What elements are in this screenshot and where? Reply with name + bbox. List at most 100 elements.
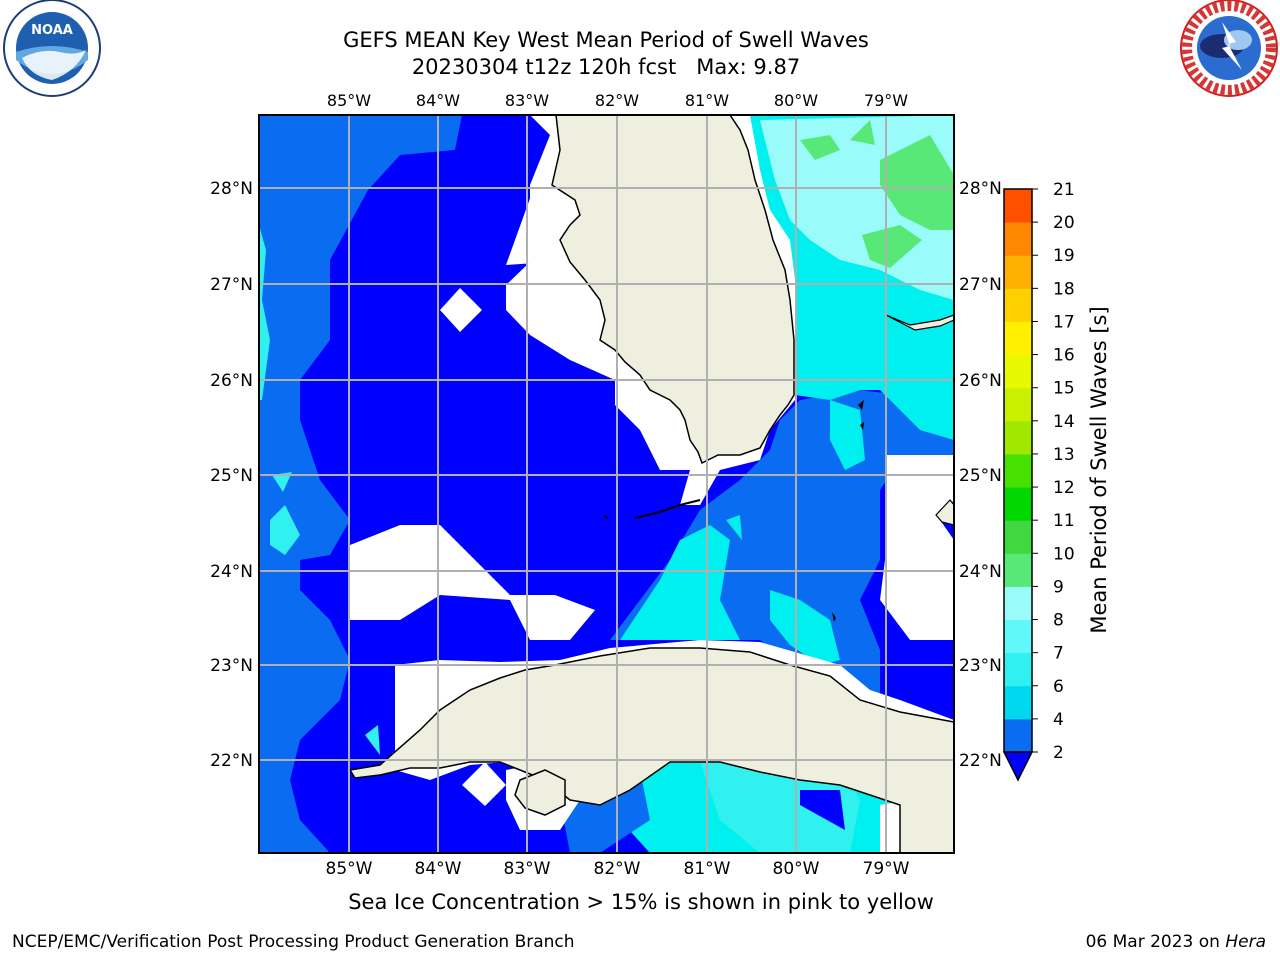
lat-tick-24-right: 24°N xyxy=(959,562,1002,582)
lat-tick-26-left: 26°N xyxy=(210,371,253,391)
colorbar-segment xyxy=(1004,453,1032,488)
lat-tick-27-right: 27°N xyxy=(959,275,1002,295)
swell-band-6-7-west xyxy=(259,225,270,400)
colorbar-segment xyxy=(1004,222,1032,256)
cuba-land xyxy=(348,647,954,853)
lon-labels-bottom: 85°W 84°W 83°W 82°W 81°W 80°W 79°W xyxy=(326,859,910,879)
colorbar-extend-arrow xyxy=(1002,751,1034,782)
map-title: GEFS MEAN Key West Mean Period of Swell … xyxy=(343,28,869,52)
lat-tick-26-right: 26°N xyxy=(959,371,1002,391)
swell-patch-keys xyxy=(726,515,742,540)
swell-patch-sw xyxy=(365,725,380,755)
colorbar-segment xyxy=(1004,553,1032,587)
colorbar-segment xyxy=(1004,354,1032,389)
lat-tick-24-left: 24°N xyxy=(210,562,253,582)
footer-branch: NCEP/EMC/Verification Post Processing Pr… xyxy=(12,932,575,952)
florida-keys xyxy=(603,499,701,519)
lat-tick-25-right: 25°N xyxy=(959,466,1002,486)
swell-band-2-4-west xyxy=(259,115,462,853)
swell-band-9-10-mid xyxy=(862,225,922,268)
colorbar-tick-label: 2 xyxy=(1053,743,1064,763)
colorbar-tick-label: 12 xyxy=(1053,478,1075,498)
lon-tick-83-top: 83°W xyxy=(505,91,549,110)
swell-band-4-6-florida-east xyxy=(830,400,865,470)
colorbar-outline xyxy=(1003,188,1033,753)
mask-diamond xyxy=(440,288,482,332)
south-deep-patch xyxy=(800,790,845,830)
lon-tick-80-bottom: 80°W xyxy=(773,859,820,879)
lat-labels-right: 28°N 27°N 26°N 25°N 24°N 23°N 22°N xyxy=(959,179,1002,771)
colorbar-segment xyxy=(1004,619,1032,654)
colorbar-tick-label: 10 xyxy=(1053,544,1075,564)
lon-tick-82-bottom: 82°W xyxy=(594,859,641,879)
colorbar-segment xyxy=(1004,387,1032,422)
footer-date-text: 06 Mar 2023 on xyxy=(1085,932,1220,952)
max-label: Max: 9.87 xyxy=(696,55,801,79)
lat-tick-28-left: 28°N xyxy=(210,179,253,199)
colorbar: 2 4 6 7 8 9 10 11 12 13 14 15 16 17 18 19 20 21 xyxy=(1002,180,1075,782)
andros-land xyxy=(935,499,954,526)
gridlines xyxy=(259,115,954,853)
lon-tick-81-bottom: 81°W xyxy=(684,859,731,879)
sea-ice-note: Sea Ice Concentration > 15% is shown in … xyxy=(348,890,934,914)
colorbar-tick-label: 4 xyxy=(1053,710,1064,730)
colorbar-segment xyxy=(1004,685,1032,720)
colorbar-tick-label: 15 xyxy=(1053,379,1075,399)
lon-tick-85-bottom: 85°W xyxy=(326,859,373,879)
run-label: 20230304 t12z 120h fcst xyxy=(411,55,677,79)
map-subtitle: 20230304 t12z 120h fcst Max: 9.87 xyxy=(256,54,956,80)
colorbar-tick-label: 9 xyxy=(1053,577,1064,597)
lon-tick-81-top: 81°W xyxy=(685,91,729,110)
swell-band-4-6-straits xyxy=(620,525,740,640)
colorbar-tick-label: 19 xyxy=(1053,246,1075,266)
colorbar-tick-label: 20 xyxy=(1053,213,1075,233)
colorbar-tick-label: 16 xyxy=(1053,346,1075,366)
colorbar-tick-label: 11 xyxy=(1053,511,1075,531)
colorbar-tick-label: 8 xyxy=(1053,611,1064,631)
lon-tick-84-top: 84°W xyxy=(416,91,460,110)
lat-labels-left: 28°N 27°N 26°N 25°N 24°N 23°N 22°N xyxy=(210,179,253,771)
swell-band-6-7-south xyxy=(700,762,860,853)
nws-logo xyxy=(1180,0,1278,97)
colorbar-label: Mean Period of Swell Waves [s] xyxy=(1087,306,1111,633)
colorbar-tick-label: 6 xyxy=(1053,677,1064,697)
footer-host: Hera xyxy=(1225,932,1266,952)
colorbar-tick-label: 18 xyxy=(1053,279,1075,299)
map-frame xyxy=(258,114,955,854)
swell-band-4-6-straits-2 xyxy=(770,590,840,665)
noaa-logo-text: NOAA xyxy=(31,23,73,38)
lat-tick-27-left: 27°N xyxy=(210,275,253,295)
lon-tick-80-top: 80°W xyxy=(774,91,818,110)
colorbar-tick-label: 13 xyxy=(1053,445,1075,465)
mask-gulf-south xyxy=(350,525,595,640)
colorbar-segment xyxy=(1004,586,1032,621)
lat-tick-23-right: 23°N xyxy=(959,656,1002,676)
lon-tick-79-top: 79°W xyxy=(864,91,908,110)
lat-tick-28-right: 28°N xyxy=(959,179,1002,199)
lon-tick-84-bottom: 84°W xyxy=(415,859,462,879)
footer-date: 06 Mar 2023 on Hera xyxy=(1086,932,1266,952)
lon-labels-top: 85°W 84°W 83°W 82°W 81°W 80°W 79°W xyxy=(327,91,908,110)
grand-bahama-land xyxy=(885,314,954,331)
colorbar-segment xyxy=(1004,520,1032,554)
swell-patch-west xyxy=(270,505,300,555)
colorbar-segment xyxy=(1004,652,1032,687)
colorbar-tick-label: 17 xyxy=(1053,312,1075,332)
colorbar-segment xyxy=(1004,487,1032,521)
colorbar-segment xyxy=(1004,321,1032,356)
lat-tick-22-right: 22°N xyxy=(959,751,1002,771)
colorbar-segment xyxy=(1004,718,1032,753)
lon-tick-82-top: 82°W xyxy=(595,91,639,110)
lon-tick-83-bottom: 83°W xyxy=(504,859,551,879)
lat-tick-22-left: 22°N xyxy=(210,751,253,771)
mask-diamond-2 xyxy=(462,762,506,806)
colorbar-segment xyxy=(1004,255,1032,289)
lon-tick-85-top: 85°W xyxy=(327,91,371,110)
mask-bahamas xyxy=(880,455,954,853)
lat-tick-23-left: 23°N xyxy=(210,656,253,676)
colorbar-segment xyxy=(1004,189,1032,223)
swell-patch-green-2 xyxy=(850,120,875,145)
swell-patch-green xyxy=(800,135,840,160)
lat-tick-25-left: 25°N xyxy=(210,466,253,486)
